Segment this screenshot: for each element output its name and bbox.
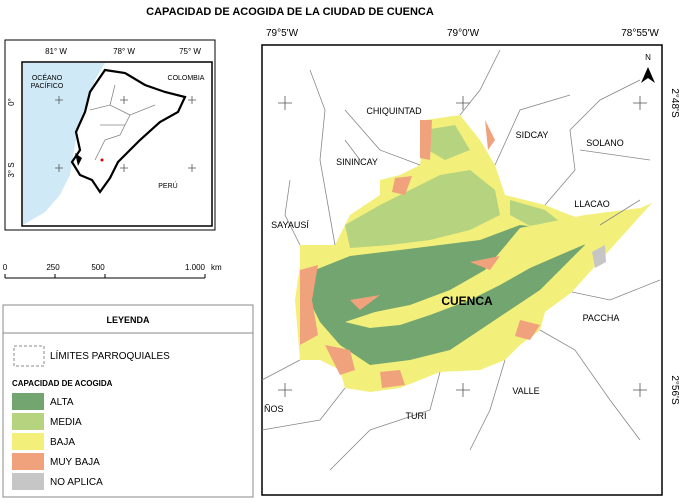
lat-label: 3° S [7,162,16,177]
lat-label: 2°48'S [669,88,679,118]
ocean-label: OCÉANO [32,73,63,82]
parish-label: SININCAY [336,157,378,167]
boundary-swatch [13,345,45,367]
gulf [75,153,82,166]
boundary-label: LÍMITES PARROQUIALES [50,349,170,362]
lon-label: 78° W [113,47,135,56]
legend-swatch [12,433,44,450]
legend-box [2,304,254,498]
legend-label: MEDIA [50,417,82,428]
graticule [55,96,196,172]
legend-swatch [12,393,44,410]
parish-boundaries [261,49,661,471]
legend-subtitle: CAPACIDAD DE ACOGIDA [12,379,113,388]
title: CAPACIDAD DE ACOGIDA DE LA CIUDAD DE CUE… [146,6,434,18]
scale-label: 500 [91,263,105,272]
north-label: N [645,53,651,62]
legend-label: ALTA [50,397,74,408]
legend-label: BAJA [50,437,75,448]
scale-label: 250 [46,263,60,272]
zone-no-aplica [592,245,606,268]
north-arrow [641,67,655,83]
legend-swatch [12,413,44,430]
legend-label: NO APLICA [50,477,103,488]
lon-label: 79°0'W [447,28,480,39]
parish-label: ÑOS [264,404,284,414]
scale-unit: km [211,263,222,272]
zone-media [345,125,560,248]
parish-label: SAYAUSÍ [271,220,309,230]
provinces [89,84,156,161]
scale-label: 0 [3,263,8,272]
ocean [23,63,105,225]
legend-title: LEYENDA [106,315,150,325]
ecuador [70,68,187,194]
lon-label: 78°55'W [621,28,659,39]
parish-label: CHIQUINTAD [366,106,422,116]
lat-label: 2°56'S [669,375,679,405]
graticule [278,96,647,397]
lon-label: 81° W [45,47,67,56]
scale-bar: 0 250 500 1.000 km [3,263,222,279]
country-label: COLOMBIA [168,75,205,82]
parish-label: LLACAO [574,199,610,209]
legend-label: MUY BAJA [50,457,100,468]
parish-label: SIDCAY [516,130,549,140]
parish-label: VALLE [512,386,539,396]
lon-label: 75° W [179,47,201,56]
scale-line [4,274,206,279]
lon-label: 79°5'W [266,28,299,39]
main-map: N 79°5'W 79°0'W 78°55'W 2°48'S 2°56'S CH… [261,28,679,496]
parish-label: PACCHA [583,313,620,323]
legend: LEYENDA LÍMITES PARROQUIALES CAPACIDAD D… [2,304,254,498]
legend-swatch [12,453,44,470]
parish-label: SOLANO [586,138,624,148]
ocean-label: PACÍFICO [31,81,64,90]
legend-items: ALTA MEDIA BAJA MUY BAJA NO APLICA [12,393,103,490]
country-label: PERÚ [158,181,177,190]
scale-label: 1.000 [185,263,206,272]
river-corridor [345,208,640,328]
inset-map: 81° W 78° W 75° W 0° 3° S OCÉANO PACÍFIC… [4,39,216,231]
cuenca-location [100,158,104,162]
city-label: CUENCA [441,294,493,308]
legend-swatch [12,473,44,490]
parish-label: TURI [406,411,427,421]
lat-label: 0° [7,98,16,106]
